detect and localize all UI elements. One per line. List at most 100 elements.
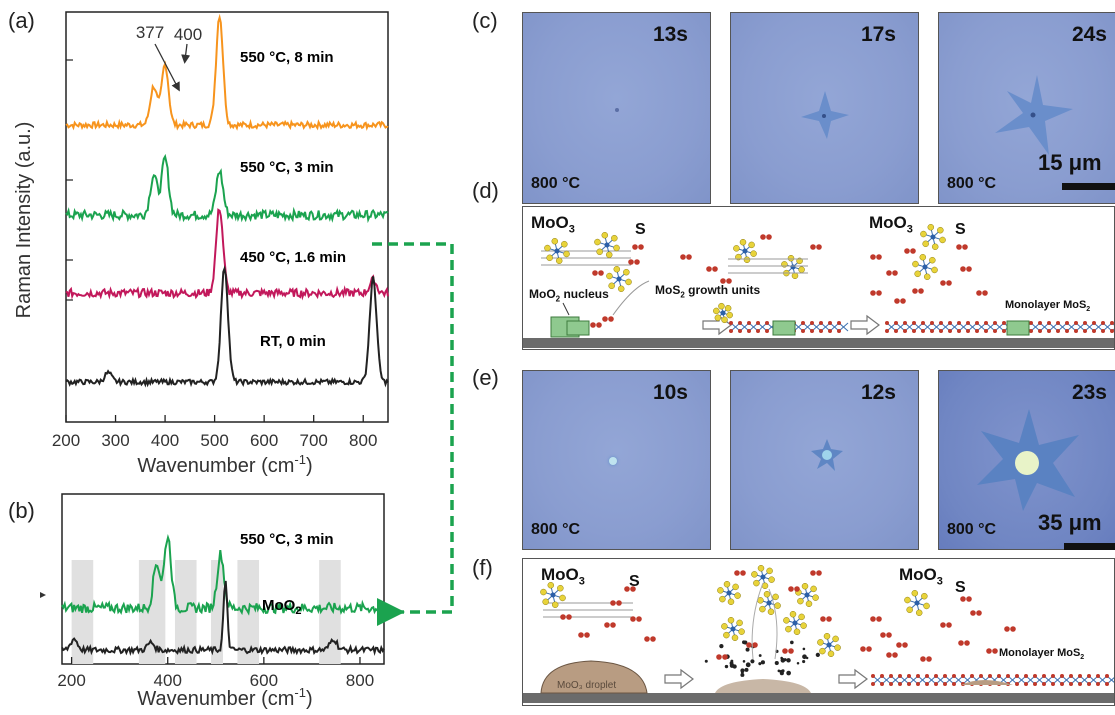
schem-d-s-b: S [955,221,966,238]
micro-time: 17s [860,23,896,46]
x-tick-label: 500 [200,431,228,450]
scale-c-bar [1062,183,1115,190]
micrograph-c-1: 13s 800 °C [522,12,711,204]
schem-f-mono: Monolayer MoS2 [999,647,1085,662]
sulfur-pair [632,244,644,250]
x-tick-label: 600 [250,431,278,450]
sulfur-pair [604,622,616,628]
moo3-molecule [912,253,938,281]
sulfur-pair [886,270,898,276]
curve-label-3: 450 °C, 1.6 min [240,249,346,266]
sulfur-pair [894,298,906,304]
moo3-molecule [717,580,741,606]
schem-d-moo3-b: MoO3 [869,213,913,236]
step-arrow [838,668,868,690]
micro-temp: 800 °C [531,521,581,538]
moo3-molecule [544,237,570,265]
raman-a-series-2 [65,153,389,224]
substrate [523,338,1114,348]
raman-a-xlabel: Wavenumber (cm-1) [137,452,312,477]
sulfur-pair [720,278,732,284]
raman-a-series-1 [65,13,389,131]
peak-377-label: 377 [136,23,164,42]
moo3-molecule [540,581,566,609]
step-arrow [850,314,880,336]
panel-label-d: (d) [472,178,499,203]
micrograph-e-1: 10s 800 °C [522,370,711,550]
micro-time: 24s [1071,23,1107,46]
sulfur-pair [870,254,882,260]
scale-e-label: 35 μm [1038,510,1102,535]
flake-shape [801,91,849,139]
sulfur-pair [782,648,794,654]
monolayer-mos2 [871,674,1114,686]
eruption-base [715,679,811,693]
schem-d-moo3: MoO3 [531,213,575,236]
scale-c-label: 15 μm [1038,150,1102,175]
sulfur-pair [960,596,972,602]
raman-chart-a: 200 300 400 500 600 700 800 Raman Intensity (a… [13,11,389,477]
moo3-molecule [795,582,819,608]
peak-400-label: 400 [174,25,202,44]
raman-b-marker [40,592,46,598]
micrograph-c-2: 17s [730,12,919,204]
sulfur-pair [610,600,622,606]
schem-d-s: S [635,221,646,238]
scale-e-bar [1064,543,1115,550]
sulfur-pair [880,632,892,638]
micro-time: 12s [860,381,896,404]
moo3-molecule [817,632,841,658]
panel-label-a: (a) [8,8,35,33]
raman-b-label-top: 550 °C, 3 min [240,531,334,548]
sulfur-pair [746,642,758,648]
sulfur-pair [706,266,718,272]
sulfur-pair [810,244,822,250]
sulfur-pair [578,632,590,638]
schem-d-nucleus: MoO2 nucleus [529,287,609,304]
x-tick-label: 600 [250,671,278,690]
raman-b-label-moo2: MoO2 [262,597,301,617]
sulfur-pair [956,244,968,250]
x-tick-label: 800 [346,671,374,690]
moo3-droplet [540,660,648,694]
panel-label-e: (e) [472,365,499,390]
schem-f-moo3-b: MoO3 [899,565,943,588]
schem-f-s: S [629,573,640,590]
sulfur-pair [630,616,642,622]
sulfur-pair [940,280,952,286]
peak-400-arrow [181,43,191,64]
panel-label-c: (c) [472,8,498,33]
sulfur-pair [986,648,998,654]
sulfur-pair [870,616,882,622]
sulfur-pair [1004,626,1016,632]
schematic-f: MoO3 S MoO3 S MoO₃ droplet Monolayer MoS… [522,558,1115,706]
schem-d-growth: MoS2 growth units [655,283,761,300]
x-tick-label: 200 [52,431,80,450]
micro-time: 23s [1071,381,1107,404]
panel-label-b: (b) [8,498,35,523]
sulfur-pair [896,642,908,648]
sulfur-pair [624,586,636,592]
micro-temp: 800 °C [531,175,581,192]
sulfur-pair [904,248,916,254]
micro-time: 13s [652,23,688,46]
sulfur-pair [602,316,614,322]
schem-d-mono: Monolayer MoS2 [1005,299,1091,314]
micro-time: 10s [652,381,688,404]
sulfur-pair [870,290,882,296]
curve-label-1: 550 °C, 8 min [240,49,334,66]
raman-a-frame [65,11,389,423]
flake-shape [995,75,1073,155]
sulfur-pair [560,614,572,620]
panel-label-f: (f) [472,555,493,580]
schem-f-s-b: S [955,579,966,596]
raman-b-series-2 [61,580,385,657]
sulfur-pair [970,610,982,616]
schematic-d: MoO3 S MoO3 S MoO2 nucleus MoS2 growth u… [522,206,1115,350]
x-tick-label: 200 [57,671,85,690]
x-tick-label: 300 [101,431,129,450]
x-tick-label: 800 [349,431,377,450]
flake-shape [811,439,843,471]
sulfur-pair [680,254,692,260]
moo3-molecule [757,590,781,616]
